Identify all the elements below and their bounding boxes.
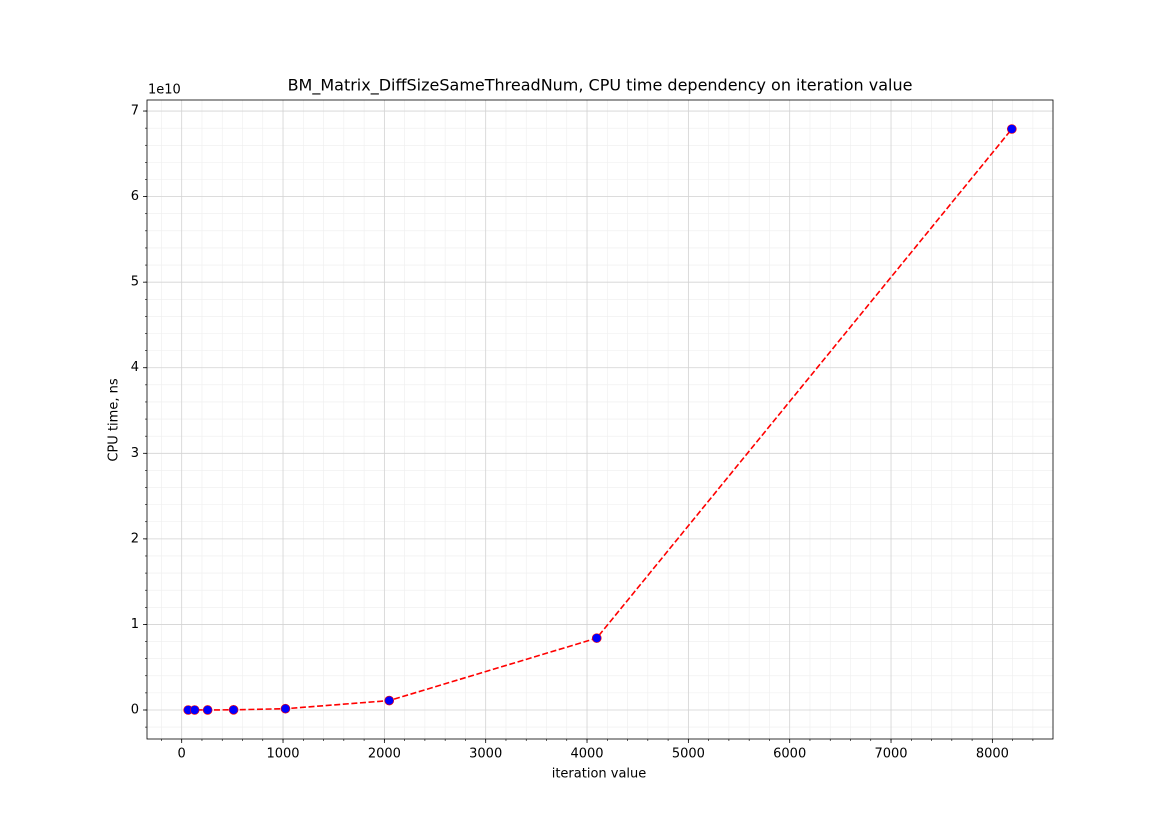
y-tick-label: 1: [131, 617, 139, 632]
y-offset-label: 1e10: [148, 83, 181, 98]
x-tick-label: 0: [178, 747, 186, 762]
data-point: [384, 695, 395, 706]
data-point: [202, 705, 213, 715]
data-point: [591, 633, 602, 643]
plot-frame: [146, 99, 1054, 740]
chart-title: BM_Matrix_DiffSizeSameThreadNum, CPU tim…: [288, 76, 913, 96]
y-tick-label: 5: [131, 275, 139, 290]
x-tick-label: 8000: [976, 747, 1009, 762]
data-point: [280, 703, 291, 714]
y-tick-label: 0: [131, 702, 139, 717]
x-tick-label: 1000: [266, 747, 299, 762]
y-tick-label: 2: [131, 531, 139, 546]
x-axis-label: iteration value: [552, 767, 647, 782]
x-tick-label: 2000: [368, 747, 401, 762]
y-tick-label: 4: [131, 360, 139, 375]
y-axis-label: CPU time, ns: [107, 378, 122, 461]
y-tick-label: 7: [131, 104, 139, 119]
data-point: [189, 705, 200, 715]
x-tick-label: 7000: [874, 747, 907, 762]
data-point: [228, 705, 239, 715]
x-tick-label: 5000: [672, 747, 705, 762]
y-tick-label: 3: [131, 446, 139, 461]
data-point: [1007, 124, 1017, 134]
data-line: [188, 128, 1013, 711]
x-tick-label: 3000: [469, 747, 502, 762]
x-tick-label: 4000: [570, 747, 603, 762]
x-tick-label: 6000: [773, 747, 806, 762]
y-tick-label: 6: [131, 189, 139, 204]
